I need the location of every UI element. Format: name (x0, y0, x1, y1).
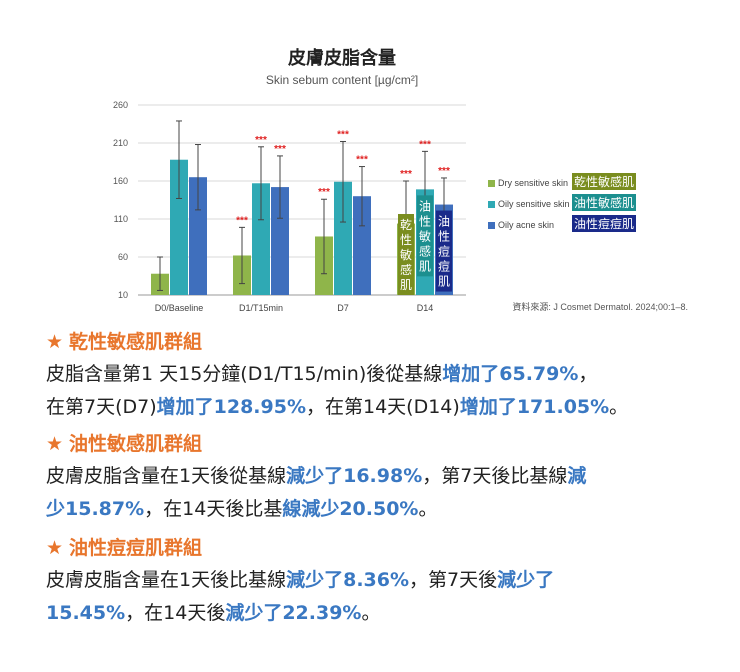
x-tick-label: D7 (337, 303, 349, 313)
significance-mark: *** (400, 169, 412, 180)
bar (271, 187, 289, 295)
body-line: 少15.87%，在14天後比基線減少20.50%。 (46, 493, 706, 526)
section-heading: ★ 油性痘痘肌群組 (46, 534, 706, 562)
legend-zh-box (572, 173, 636, 190)
body-text: 皮膚皮脂含量在1天後從基線 (46, 465, 287, 487)
x-tick-label: D14 (417, 303, 434, 313)
highlight-text: 減少了22.39% (225, 602, 362, 624)
significance-mark: *** (356, 155, 368, 166)
section-body: 皮膚皮脂含量在1天後從基線減少了16.98%，第7天後比基線減 少15.87%，在… (46, 460, 706, 526)
body-text: 。 (361, 602, 381, 624)
legend-label: Dry sensitive skin (498, 178, 568, 188)
body-text: ，在14天後比基 (144, 498, 283, 520)
x-tick-label: D0/Baseline (155, 303, 204, 313)
bar (353, 196, 371, 295)
legend-label: Oily acne skin (498, 220, 554, 230)
bar-label-box (417, 195, 433, 277)
significance-mark: *** (419, 139, 431, 150)
bar-label: 油性敏感肌 (419, 199, 431, 273)
section-title: 油性敏感肌群組 (69, 433, 203, 455)
bar (170, 159, 188, 295)
y-axis-ticks: 10 60 110 160 210 260 (113, 100, 128, 300)
bar (189, 177, 207, 295)
legend-zh-label: 油性痘痘肌 (574, 216, 634, 231)
y-tick-label: 10 (118, 290, 128, 300)
section-1: ★ 乾性敏感肌群組 皮脂含量第1 天15分鐘(D1/T15/min)後從基線增加了6… (46, 328, 706, 424)
legend-zh-box (572, 194, 636, 211)
star-icon: ★ (46, 433, 64, 455)
y-tick-label: 60 (118, 252, 128, 262)
highlight-text: 線減少20.50% (282, 498, 419, 520)
significance-mark: *** (236, 215, 248, 226)
body-line: 皮脂含量第1 天15分鐘(D1/T15/min)後從基線增加了65.79%， (46, 358, 706, 391)
body-text: ，在14天後 (125, 602, 226, 624)
section-heading: ★ 油性敏感肌群組 (46, 430, 706, 458)
body-line: 皮膚皮脂含量在1天後比基線減少了8.36%，第7天後減少了 (46, 564, 706, 597)
highlight-text: 減少了 (497, 569, 555, 591)
section-3: ★ 油性痘痘肌群組 皮膚皮脂含量在1天後比基線減少了8.36%，第7天後減少了 15.… (46, 534, 706, 630)
legend-swatch (488, 180, 495, 187)
bar-label: 乾性敏感肌 (400, 218, 412, 292)
bar (334, 181, 352, 295)
section-title: 油性痘痘肌群組 (69, 537, 203, 559)
legend-zh-box (572, 215, 636, 232)
body-text: 。 (609, 396, 629, 418)
section-body: 皮膚皮脂含量在1天後比基線減少了8.36%，第7天後減少了 15.45%，在14天… (46, 564, 706, 630)
body-text: ，第7天後 (409, 569, 498, 591)
x-axis-labels: D0/Baseline D1/T15min D7 D14 (155, 303, 434, 313)
body-text: ，第7天後比基線 (422, 465, 568, 487)
highlight-text: 減少了16.98% (286, 465, 423, 487)
body-text: 皮脂含量第1 天15分鐘(D1/T15/min)後從基線 (46, 363, 443, 385)
highlight-text: 少15.87% (46, 498, 145, 520)
body-text: ，在第14天(D14) (306, 396, 460, 418)
source-note: 資料來源: J Cosmet Dermatol. 2024;00:1–8. (512, 301, 688, 312)
body-text: ， (578, 363, 598, 385)
highlight-text: 15.45% (46, 602, 126, 624)
chart-title: 皮膚皮脂含量 (288, 47, 396, 68)
sebum-chart: 皮膚皮脂含量 Skin sebum content [µg/cm²] 10601… (113, 47, 688, 313)
significance-mark: *** (438, 166, 450, 177)
body-text: 。 (418, 498, 438, 520)
highlight-text: 減少了8.36% (286, 569, 410, 591)
significance-mark: *** (337, 129, 349, 140)
section-body: 皮脂含量第1 天15分鐘(D1/T15/min)後從基線增加了65.79%， 在第… (46, 358, 706, 424)
section-heading: ★ 乾性敏感肌群組 (46, 328, 706, 356)
significance-mark: *** (274, 144, 286, 155)
bar-label-box (398, 214, 414, 295)
bars: *** *** *** *** *** *** *** 乾性敏感肌 *** 油性敏感肌 *** 油性痘… (151, 120, 453, 295)
legend-label: Oily sensitive skin (498, 199, 570, 209)
legend: Dry sensitive skin 乾性敏感肌 Oily sensitive sk… (488, 173, 636, 232)
significance-mark: *** (255, 135, 267, 146)
bar-label-box (436, 210, 452, 292)
y-tick-label: 260 (113, 100, 128, 110)
body-line: 皮膚皮脂含量在1天後從基線減少了16.98%，第7天後比基線減 (46, 460, 706, 493)
y-tick-label: 160 (113, 176, 128, 186)
x-tick-label: D1/T15min (239, 303, 283, 313)
legend-zh-label: 乾性敏感肌 (574, 174, 634, 189)
bar-label: 油性痘痘肌 (438, 215, 450, 289)
legend-swatch (488, 201, 495, 208)
star-icon: ★ (46, 331, 64, 353)
highlight-text: 增加了171.05% (459, 396, 610, 418)
y-tick-label: 210 (113, 138, 128, 148)
body-text: 在第7天(D7) (46, 396, 157, 418)
highlight-text: 減 (567, 465, 587, 487)
significance-mark: *** (318, 187, 330, 198)
bar (252, 183, 270, 295)
legend-zh-label: 油性敏感肌 (574, 195, 634, 210)
highlight-text: 增加了65.79% (442, 363, 579, 385)
highlight-text: 增加了128.95% (156, 396, 306, 418)
legend-swatch (488, 222, 495, 229)
body-line: 15.45%，在14天後減少了22.39%。 (46, 597, 706, 630)
body-text: 皮膚皮脂含量在1天後比基線 (46, 569, 287, 591)
chart-subtitle: Skin sebum content [µg/cm²] (266, 73, 418, 87)
star-icon: ★ (46, 537, 64, 559)
body-line: 在第7天(D7)增加了128.95%，在第14天(D14)增加了171.05%。 (46, 391, 706, 424)
section-2: ★ 油性敏感肌群組 皮膚皮脂含量在1天後從基線減少了16.98%，第7天後比基線減少… (46, 430, 706, 526)
section-title: 乾性敏感肌群組 (69, 331, 203, 353)
y-tick-label: 110 (114, 214, 128, 224)
